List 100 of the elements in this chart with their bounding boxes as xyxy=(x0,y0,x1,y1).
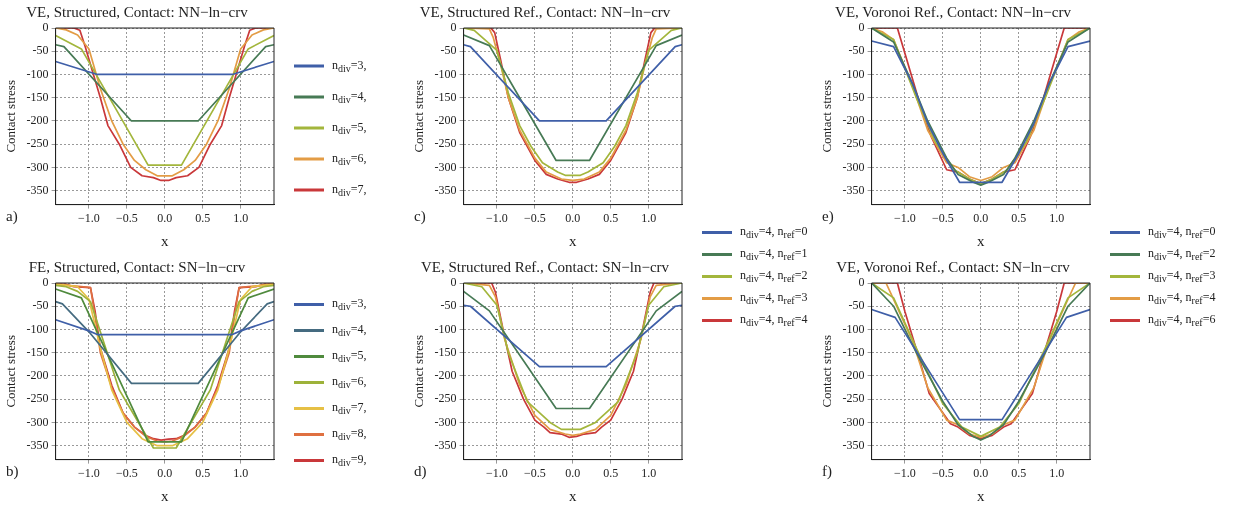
legend-label: n$_{div}$=7, xyxy=(332,400,367,417)
x-axis-title: x xyxy=(161,487,170,504)
y-tick-label: -350 xyxy=(434,437,457,452)
x-tick-label: −0.5 xyxy=(931,465,954,480)
y-tick-label: 0 xyxy=(42,20,49,35)
legend-label: n$_{div}$=4, n$_{ref}$=3 xyxy=(740,289,808,307)
y-axis-title: Contact stress xyxy=(819,335,835,408)
x-tick-label: 0.5 xyxy=(195,210,211,225)
y-tick-label: -50 xyxy=(32,43,49,58)
legend-label: n$_{div}$=6, xyxy=(332,150,367,167)
legend-label: n$_{div}$=9, xyxy=(332,452,367,469)
legend-label: n$_{div}$=4, n$_{ref}$=2 xyxy=(740,267,808,285)
y-tick-label: -100 xyxy=(842,321,865,336)
chart-title: VE, Structured, Contact: NN−ln−crv xyxy=(26,3,249,20)
chart-title: FE, Structured, Contact: SN−ln−crv xyxy=(28,258,246,275)
y-tick-label: -350 xyxy=(842,437,865,452)
y-tick-label: -350 xyxy=(842,182,865,197)
x-tick-label: −1.0 xyxy=(486,465,508,480)
legend-label: n$_{div}$=5, xyxy=(332,119,367,136)
y-tick-label: -350 xyxy=(26,437,49,452)
x-axis-title: x xyxy=(161,232,170,249)
x-tick-label: 1.0 xyxy=(641,210,657,225)
y-tick-label: -50 xyxy=(440,298,457,313)
x-tick-label: −1.0 xyxy=(78,210,100,225)
x-tick-label: 0.5 xyxy=(1011,465,1027,480)
x-axis-title: x xyxy=(569,232,578,249)
y-axis-title: Contact stress xyxy=(411,80,427,153)
chart-title: VE, Structured Ref., Contact: SN−ln−crv xyxy=(420,258,670,275)
y-tick-label: -100 xyxy=(842,66,865,81)
text: f) xyxy=(822,463,832,480)
legend-label: n$_{div}$=4, n$_{ref}$=4 xyxy=(1148,289,1216,307)
y-tick-label: -250 xyxy=(842,136,865,151)
y-tick-label: -300 xyxy=(434,159,457,174)
x-axis-title: x xyxy=(977,487,986,504)
y-tick-label: -200 xyxy=(434,113,457,128)
x-tick-label: −0.5 xyxy=(115,210,138,225)
y-axis-title: Contact stress xyxy=(819,80,835,153)
y-tick-label: -100 xyxy=(26,321,49,336)
text: b) xyxy=(6,463,19,480)
x-tick-label: 1.0 xyxy=(1049,210,1065,225)
y-tick-label: -150 xyxy=(842,89,865,104)
y-tick-label: -350 xyxy=(434,182,457,197)
x-tick-label: 1.0 xyxy=(1049,465,1065,480)
y-tick-label: -300 xyxy=(26,414,49,429)
text: e) xyxy=(822,208,834,225)
x-tick-label: 0.0 xyxy=(973,465,989,480)
y-tick-label: -50 xyxy=(848,43,865,58)
x-tick-label: 1.0 xyxy=(233,465,249,480)
legend-label: n$_{div}$=4, n$_{ref}$=2 xyxy=(1148,245,1216,263)
y-tick-label: -250 xyxy=(842,391,865,406)
x-tick-label: −0.5 xyxy=(523,465,546,480)
x-tick-label: 0.5 xyxy=(603,210,619,225)
y-tick-label: -150 xyxy=(26,344,49,359)
x-tick-label: 0.0 xyxy=(565,465,581,480)
x-tick-label: −0.5 xyxy=(931,210,954,225)
x-tick-label: −0.5 xyxy=(115,465,138,480)
y-tick-label: -150 xyxy=(434,344,457,359)
legend-label: n$_{div}$=6, xyxy=(332,374,367,391)
legend-label: n$_{div}$=7, xyxy=(332,181,367,198)
legend-label: n$_{div}$=4, xyxy=(332,322,367,339)
text: a) xyxy=(6,208,18,225)
y-tick-label: -250 xyxy=(26,136,49,151)
y-tick-label: -250 xyxy=(434,391,457,406)
y-tick-label: -250 xyxy=(434,136,457,151)
y-tick-label: 0 xyxy=(450,20,457,35)
y-tick-label: 0 xyxy=(42,275,49,290)
y-tick-label: -50 xyxy=(32,298,49,313)
y-tick-label: 0 xyxy=(450,275,457,290)
x-tick-label: 0.5 xyxy=(603,465,619,480)
y-tick-label: 0 xyxy=(858,20,865,35)
legend-label: n$_{div}$=4, n$_{ref}$=3 xyxy=(1148,267,1216,285)
x-tick-label: 1.0 xyxy=(641,465,657,480)
x-tick-label: 0.0 xyxy=(157,210,173,225)
y-tick-label: 0 xyxy=(858,275,865,290)
y-tick-label: -150 xyxy=(26,89,49,104)
y-tick-label: -100 xyxy=(26,66,49,81)
legend-label: n$_{div}$=8, xyxy=(332,426,367,443)
y-tick-label: -200 xyxy=(26,368,49,383)
x-tick-label: 0.0 xyxy=(157,465,173,480)
x-tick-label: 0.0 xyxy=(973,210,989,225)
x-tick-label: −1.0 xyxy=(894,465,916,480)
legend-label: n$_{div}$=4, n$_{ref}$=0 xyxy=(1148,223,1216,241)
text: c) xyxy=(414,208,426,225)
legend-label: n$_{div}$=4, n$_{ref}$=1 xyxy=(740,245,808,263)
x-tick-label: 1.0 xyxy=(233,210,249,225)
y-tick-label: -300 xyxy=(842,414,865,429)
chart-title: VE, Voronoi Ref., Contact: NN−ln−crv xyxy=(835,3,1072,20)
x-axis-title: x xyxy=(977,232,986,249)
y-tick-label: -300 xyxy=(26,159,49,174)
legend-label: n$_{div}$=5, xyxy=(332,348,367,365)
x-axis-title: x xyxy=(569,487,578,504)
x-tick-label: 0.0 xyxy=(565,210,581,225)
chart-title: VE, Structured Ref., Contact: NN−ln−crv xyxy=(419,3,671,20)
y-tick-label: -250 xyxy=(26,391,49,406)
x-tick-label: −1.0 xyxy=(78,465,100,480)
y-tick-label: -200 xyxy=(842,113,865,128)
legend-label: n$_{div}$=3, xyxy=(332,57,367,74)
y-axis-title: Contact stress xyxy=(411,335,427,408)
x-tick-label: 0.5 xyxy=(195,465,211,480)
y-tick-label: -50 xyxy=(440,43,457,58)
